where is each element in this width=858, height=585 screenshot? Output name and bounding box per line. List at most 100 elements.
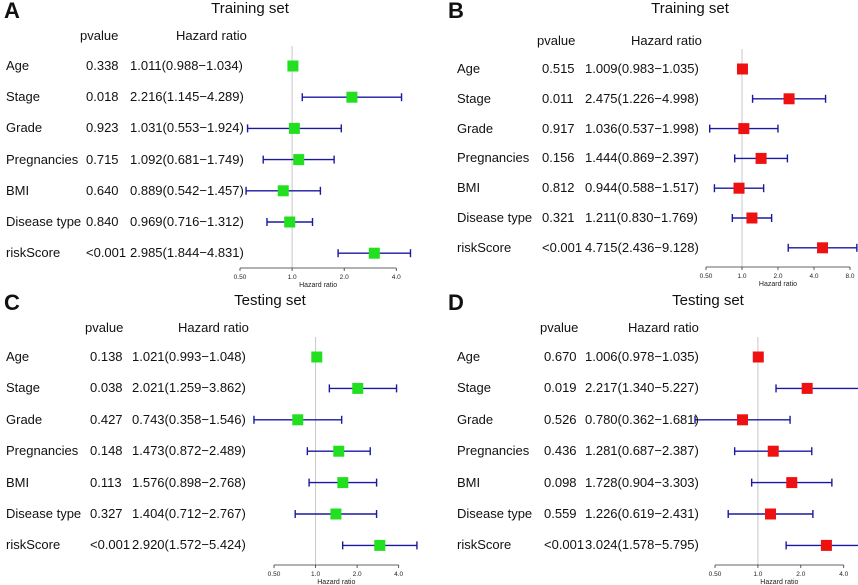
row-hazard-ratio: 4.715(2.436−9.128) — [585, 239, 699, 255]
panel-title: Training set — [211, 0, 289, 17]
row-pvalue: 0.812 — [542, 180, 575, 196]
x-tick-label: 0.50 — [234, 274, 247, 281]
row-pvalue: 0.018 — [86, 89, 119, 105]
hr-marker — [786, 477, 798, 489]
row-hazard-ratio: 2.021(1.259−3.862) — [132, 380, 246, 396]
row-hazard-ratio: 2.985(1.844−4.831) — [130, 245, 244, 261]
hr-marker — [783, 93, 795, 105]
row-pvalue: 0.038 — [90, 380, 123, 396]
hr-marker — [333, 445, 345, 457]
hr-marker — [765, 508, 777, 520]
hr-marker — [736, 63, 748, 75]
row-pvalue: 0.670 — [544, 349, 577, 364]
hr-marker — [346, 91, 358, 103]
hr-marker — [293, 154, 305, 166]
panel-letter: D — [448, 290, 464, 315]
row-label: BMI — [6, 182, 30, 198]
row-label: Pregnancies — [6, 443, 79, 459]
hr-marker — [746, 212, 758, 224]
panel-letter: C — [4, 290, 20, 315]
x-tick-label: 2.0 — [796, 571, 805, 578]
row-hazard-ratio: 2.216(1.145−4.289) — [130, 89, 244, 105]
row-hazard-ratio: 1.226(0.619−2.431) — [585, 506, 699, 521]
x-tick-label: 4.0 — [394, 571, 403, 578]
row-label: Grade — [6, 411, 43, 427]
row-label: Grade — [457, 120, 494, 136]
hr-marker — [352, 382, 364, 394]
hazard-ratio-header: Hazard ratio — [631, 33, 702, 48]
row-pvalue: 0.526 — [544, 411, 577, 427]
hazard-ratio-header: Hazard ratio — [178, 320, 249, 335]
row-label: riskScore — [6, 537, 61, 553]
x-axis-title: Hazard ratio — [299, 282, 337, 289]
hr-marker — [767, 445, 779, 457]
panel-letter: B — [448, 0, 464, 23]
hr-marker — [337, 477, 349, 489]
x-axis-title: Hazard ratio — [317, 579, 355, 585]
row-hazard-ratio: 1.473(0.872−2.489) — [132, 443, 246, 459]
hr-marker — [752, 351, 764, 363]
panel-title: Testing set — [234, 292, 306, 309]
hr-marker — [801, 382, 813, 394]
x-tick-label: 4.0 — [839, 571, 848, 578]
x-tick-label: 1.0 — [753, 571, 762, 578]
row-hazard-ratio: 1.444(0.869−2.397) — [585, 150, 699, 166]
row-pvalue: <0.001 — [86, 245, 127, 261]
row-hazard-ratio: 0.780(0.362−1.681) — [585, 411, 699, 427]
x-tick-label: 0.50 — [709, 571, 722, 578]
x-tick-label: 4.0 — [809, 273, 818, 280]
row-hazard-ratio: 2.920(1.572−5.424) — [132, 537, 246, 553]
row-label: Age — [6, 349, 30, 364]
hr-marker — [292, 414, 304, 426]
x-tick-label: 1.0 — [288, 274, 297, 281]
panel-title: Training set — [651, 0, 729, 17]
row-pvalue: <0.001 — [542, 239, 583, 255]
row-label: Stage — [457, 90, 491, 106]
x-tick-label: 8.0 — [845, 273, 854, 280]
row-pvalue: 0.098 — [544, 474, 577, 490]
x-tick-label: 1.0 — [737, 273, 746, 280]
row-label: Grade — [457, 411, 494, 427]
row-label: riskScore — [457, 537, 512, 553]
row-hazard-ratio: 1.576(0.898−2.768) — [132, 474, 246, 490]
row-hazard-ratio: 0.969(0.716−1.312) — [130, 214, 244, 229]
x-tick-label: 2.0 — [340, 274, 349, 281]
row-pvalue: 0.338 — [86, 58, 119, 73]
row-hazard-ratio: 1.006(0.978−1.035) — [585, 349, 699, 364]
row-pvalue: 0.559 — [544, 506, 577, 521]
row-pvalue: 0.427 — [90, 411, 123, 427]
row-label: Disease type — [6, 506, 82, 521]
hr-marker — [287, 60, 299, 72]
row-pvalue: 0.917 — [542, 120, 575, 136]
row-hazard-ratio: 0.743(0.358−1.546) — [132, 411, 246, 427]
x-tick-label: 2.0 — [353, 571, 362, 578]
row-label: riskScore — [6, 245, 61, 261]
row-label: Disease type — [457, 506, 533, 521]
panel-letter: A — [4, 0, 20, 23]
row-pvalue: 0.715 — [86, 151, 119, 167]
row-hazard-ratio: 2.475(1.226−4.998) — [585, 90, 699, 106]
hr-marker — [277, 185, 289, 197]
x-axis-title: Hazard ratio — [759, 281, 797, 288]
row-pvalue: <0.001 — [544, 537, 585, 553]
row-label: Pregnancies — [457, 150, 530, 166]
hazard-ratio-header: Hazard ratio — [176, 28, 247, 43]
row-pvalue: 0.148 — [90, 443, 123, 459]
x-axis-title: Hazard ratio — [760, 579, 798, 585]
row-pvalue: 0.515 — [542, 61, 575, 76]
row-hazard-ratio: 3.024(1.578−5.795) — [585, 537, 699, 553]
row-pvalue: 0.156 — [542, 150, 575, 166]
hr-marker — [733, 182, 745, 194]
row-pvalue: 0.113 — [90, 474, 122, 490]
row-hazard-ratio: 1.009(0.983−1.035) — [585, 61, 699, 76]
hr-marker — [368, 247, 380, 259]
row-pvalue: 0.138 — [90, 349, 123, 364]
hr-marker — [374, 539, 386, 551]
row-hazard-ratio: 0.889(0.542−1.457) — [130, 182, 244, 198]
pvalue-header: pvalue — [80, 28, 119, 43]
hr-marker — [311, 351, 323, 363]
row-label: BMI — [457, 474, 481, 490]
row-pvalue: 0.640 — [86, 182, 119, 198]
